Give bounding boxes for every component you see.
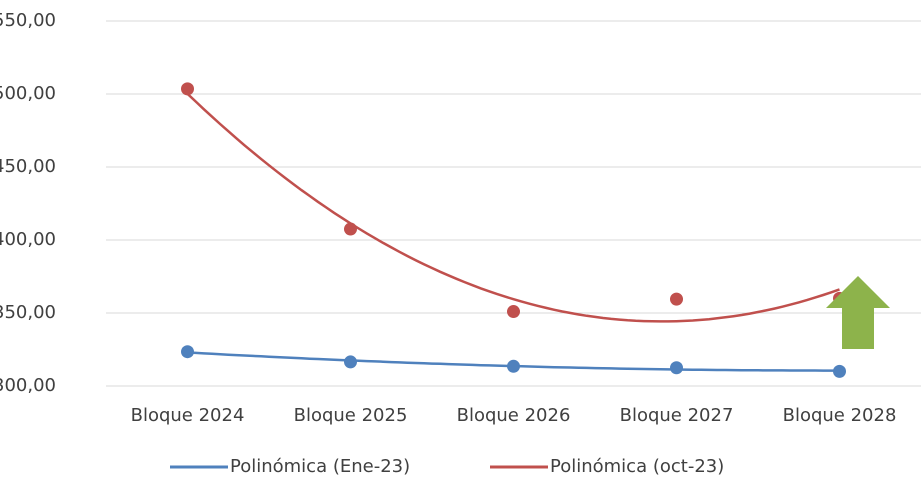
- x-tick-label: Bloque 2025: [294, 405, 408, 426]
- y-tick-label: 300,00: [0, 375, 56, 396]
- data-point: [344, 222, 357, 236]
- y-tick-label: 350,00: [0, 302, 56, 323]
- x-tick-label: Bloque 2028: [783, 405, 897, 426]
- data-point: [670, 361, 683, 375]
- y-tick-label: 400,00: [0, 229, 56, 250]
- legend-label: Polinómica (Ene-23): [230, 456, 410, 477]
- y-tick-label: 500,00: [0, 83, 56, 104]
- data-point: [833, 364, 846, 378]
- up-arrow: [826, 276, 890, 349]
- data-point: [181, 82, 194, 96]
- x-tick-label: Bloque 2026: [457, 405, 571, 426]
- y-tick-label: 450,00: [0, 156, 56, 177]
- data-point: [181, 345, 194, 359]
- trendline: [186, 92, 840, 323]
- x-tick-label: Bloque 2027: [620, 405, 734, 426]
- data-point: [344, 355, 357, 369]
- x-tick-label: Bloque 2024: [131, 405, 245, 426]
- data-point: [507, 305, 520, 319]
- data-point: [507, 359, 520, 373]
- legend-label: Polinómica (oct-23): [550, 456, 724, 477]
- data-point: [670, 292, 683, 306]
- y-tick-label: 550,00: [0, 10, 56, 31]
